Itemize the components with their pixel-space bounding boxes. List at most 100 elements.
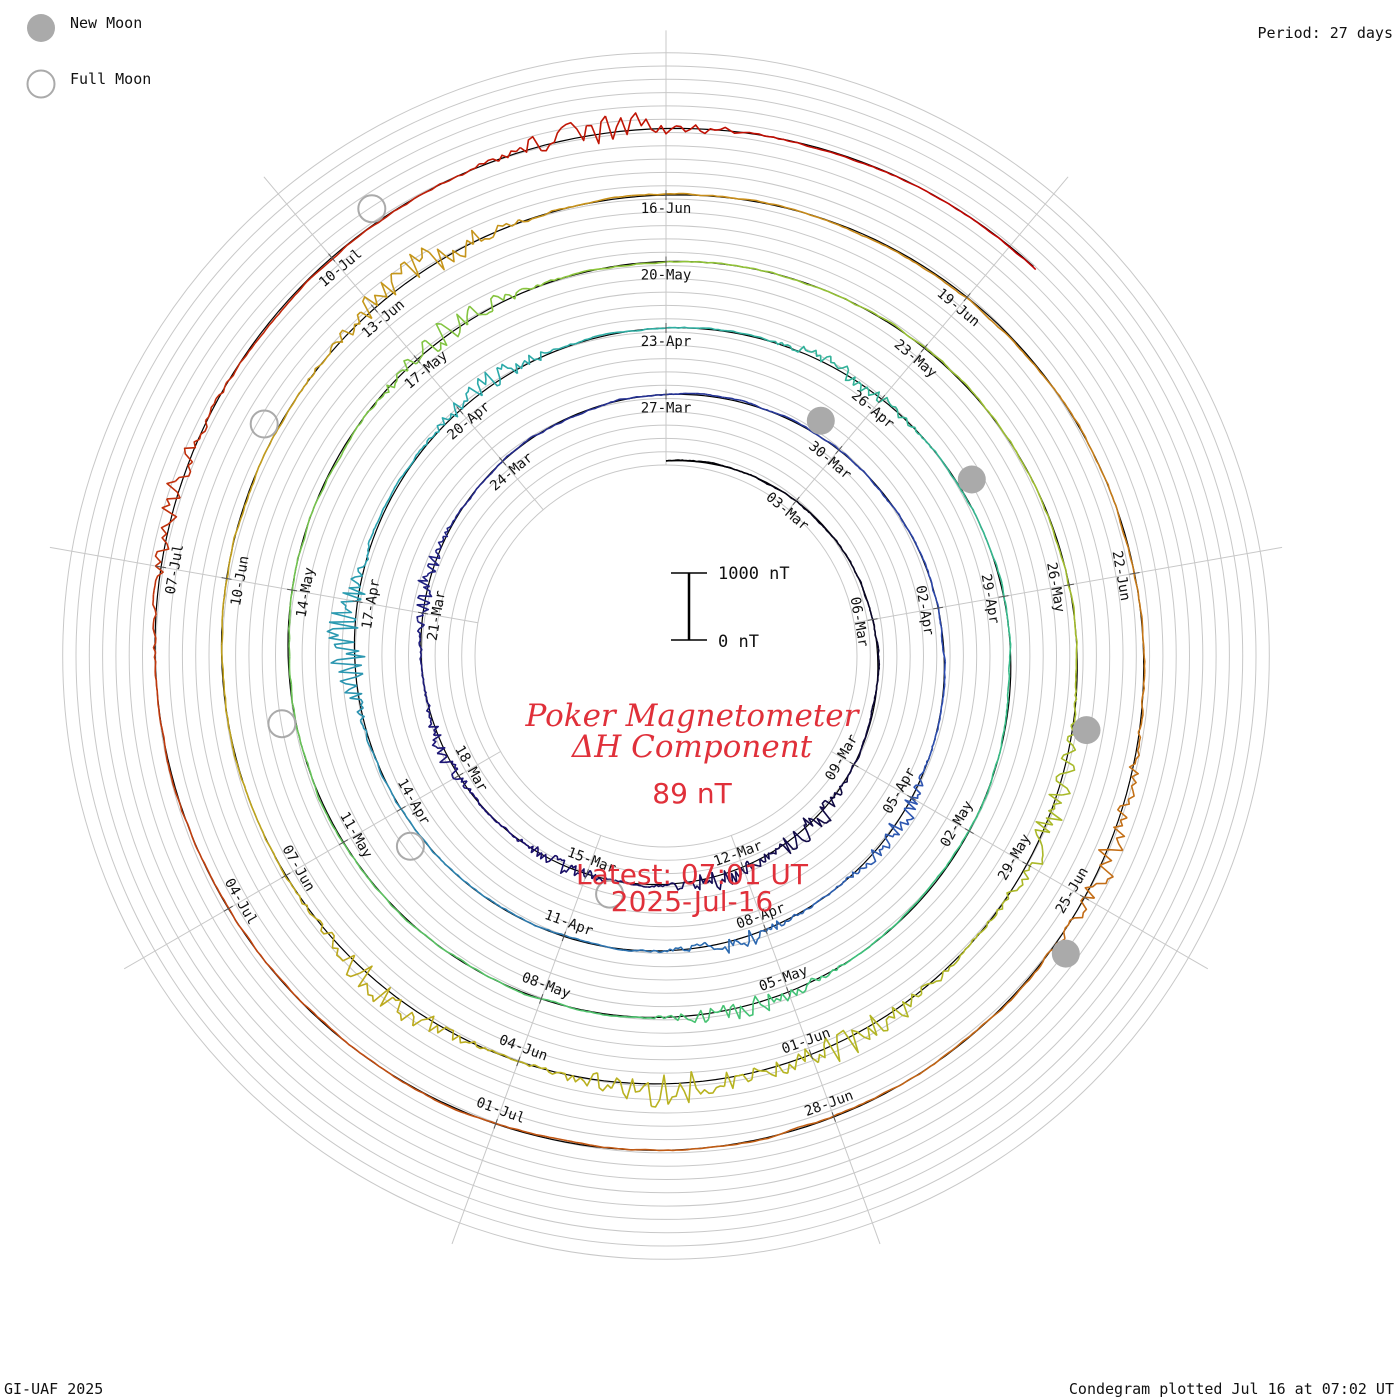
- trace-segment: [314, 786, 322, 804]
- trace-segment: [356, 707, 365, 721]
- trace-segment: [869, 717, 872, 722]
- trace-segment: [451, 767, 459, 777]
- trace-segment: [552, 343, 574, 351]
- trace-segment: [503, 907, 514, 915]
- trace-segment: [868, 939, 878, 948]
- trace-segment: [1004, 602, 1009, 625]
- trace-segment: [1023, 850, 1044, 873]
- trace-segment: [933, 873, 941, 883]
- trace-segment: [860, 743, 864, 749]
- trace-segment: [527, 994, 532, 998]
- trace-segment: [986, 913, 998, 927]
- date-label: 03-Mar: [763, 489, 812, 534]
- trace-segment: [440, 323, 462, 338]
- trace-segment: [1063, 920, 1071, 940]
- trace-segment: [839, 545, 845, 553]
- trace-segment: [1141, 674, 1146, 707]
- trace-segment: [222, 566, 230, 604]
- trace-segment: [360, 311, 373, 320]
- trace-segment: [428, 725, 440, 731]
- trace-segment: [418, 638, 423, 655]
- trace-segment: [807, 428, 811, 432]
- trace-segment: [1093, 456, 1107, 481]
- trace-segment: [852, 381, 863, 392]
- trace-segment: [179, 806, 189, 825]
- trace-segment: [262, 958, 267, 964]
- trace-segment: [515, 354, 535, 374]
- trace-segment: [345, 954, 360, 978]
- trace-segment: [394, 799, 402, 810]
- new-moon-marker: [806, 406, 835, 435]
- trace-segment: [364, 549, 370, 565]
- trace-segment: [442, 530, 449, 538]
- trace-segment: [745, 472, 753, 477]
- date-tick: [808, 1049, 814, 1060]
- trace-segment: [673, 1013, 685, 1022]
- trace-segment: [291, 579, 295, 591]
- trace-segment: [1073, 614, 1076, 623]
- trace-segment: [711, 871, 722, 891]
- trace-segment: [631, 1148, 655, 1151]
- trace-segment: [624, 881, 633, 886]
- trace-segment: [704, 461, 711, 464]
- trace-segment: [717, 262, 725, 265]
- trace-segment: [372, 392, 386, 408]
- date-tick: [281, 872, 291, 879]
- trace-segment: [902, 908, 911, 917]
- trace-segment: [308, 769, 315, 784]
- trace-segment: [976, 1009, 1002, 1031]
- trace-segment: [876, 678, 879, 685]
- trace-segment: [1128, 759, 1139, 792]
- trace-segment: [446, 950, 457, 958]
- trace-segment: [518, 218, 533, 223]
- trace-segment: [446, 522, 454, 532]
- trace-segment: [377, 765, 385, 780]
- trace-segment: [920, 970, 944, 988]
- trace-segment: [287, 386, 305, 412]
- trace-segment: [424, 339, 439, 353]
- trace-segment: [1031, 361, 1053, 387]
- trace-segment: [690, 1071, 725, 1095]
- trace-segment: [714, 1142, 742, 1148]
- trace-segment: [851, 301, 859, 307]
- trace-segment: [937, 716, 941, 727]
- trace-segment: [427, 718, 433, 728]
- trace-segment: [436, 417, 449, 433]
- trace-segment: [867, 476, 881, 491]
- trace-segment: [651, 1074, 669, 1108]
- trace-segment: [284, 875, 298, 894]
- trace-segment: [853, 462, 857, 466]
- date-tick: [878, 394, 886, 404]
- trace-segment: [823, 1037, 841, 1063]
- trace-segment: [1113, 817, 1128, 851]
- trace-segment: [526, 1131, 546, 1138]
- date-tick: [493, 1119, 498, 1129]
- trace-segment: [920, 987, 923, 995]
- trace-segment: [875, 683, 878, 687]
- trace-segment: [909, 792, 922, 805]
- trace-segment: [1060, 555, 1068, 574]
- trace-segment: [545, 854, 558, 864]
- trace-segment: [738, 469, 743, 473]
- trace-segment: [173, 788, 182, 807]
- trace-segment: [634, 395, 640, 399]
- trace-segment: [1022, 870, 1030, 880]
- trace-segment: [767, 993, 783, 1003]
- trace-segment: [154, 676, 159, 696]
- trace-segment: [911, 535, 919, 548]
- trace-segment: [1117, 790, 1135, 819]
- trace-segment: [249, 801, 256, 814]
- trace-segment: [496, 367, 501, 385]
- trace-segment: [253, 328, 268, 345]
- trace-segment: [412, 1019, 423, 1027]
- trace-segment: [455, 956, 463, 961]
- date-tick: [1022, 861, 1032, 868]
- trace-segment: [834, 538, 841, 547]
- trace-segment: [166, 480, 181, 499]
- magnetometer-trace: [152, 112, 1146, 1152]
- trace-segment: [451, 776, 458, 781]
- trace-segment: [583, 1010, 594, 1014]
- trace-segment: [344, 684, 363, 699]
- trace-segment: [390, 905, 398, 911]
- trace-segment: [433, 431, 440, 436]
